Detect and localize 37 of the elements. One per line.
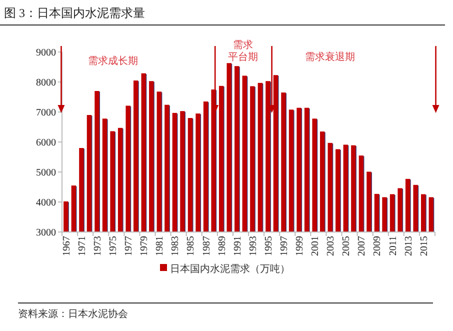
x-tick-label: 1981 <box>154 236 166 256</box>
x-tick-label: 1983 <box>170 236 182 256</box>
y-tick-label: 6000 <box>36 138 56 148</box>
chart-title: 图 3：日本国内水泥需求量 <box>4 6 145 20</box>
text: 资料来源：日本水泥协会 <box>18 308 128 320</box>
y-tick-label: 3000 <box>36 228 56 238</box>
x-tick-label: 2015 <box>418 236 430 256</box>
y-tick-label: 5000 <box>36 168 56 178</box>
y-tick-label: 8000 <box>36 78 56 88</box>
x-tick-label: 1967 <box>61 236 72 256</box>
annotation: 需求衰退期 <box>305 51 355 63</box>
x-tick-label: 1985 <box>186 236 197 256</box>
x-tick-label: 1977 <box>124 236 135 256</box>
x-tick-label: 2009 <box>372 236 384 256</box>
y-tick-label: 9000 <box>36 48 56 58</box>
x-tick-label: 2007 <box>356 236 368 256</box>
x-tick-label: 2001 <box>310 236 322 256</box>
x-tick-label: 2003 <box>326 236 337 256</box>
annotation: 需求平台期 <box>228 39 258 63</box>
y-tick-label: 4000 <box>36 198 56 208</box>
y-tick-label: 7000 <box>36 108 56 118</box>
x-tick-label: 1993 <box>248 236 259 256</box>
x-tick-label: 2005 <box>341 236 352 256</box>
x-tick-label: 1989 <box>216 236 228 256</box>
legend: 日本国内水泥需求（万吨） <box>160 264 290 275</box>
x-tick-label: 1975 <box>108 236 120 256</box>
x-tick-label: 1987 <box>201 236 212 256</box>
annotation: 需求成长期 <box>88 55 138 67</box>
x-tick-label: 2011 <box>388 236 399 256</box>
x-tick-label: 1995 <box>263 236 274 256</box>
x-tick-label: 1991 <box>232 236 244 256</box>
x-tick-label: 1973 <box>92 236 104 256</box>
x-tick-label: 1997 <box>278 236 290 256</box>
x-tick-label: 1999 <box>294 236 306 256</box>
x-tick-label: 1971 <box>76 236 88 256</box>
x-tick-label: 2013 <box>403 236 414 256</box>
x-tick-label: 1979 <box>139 236 150 256</box>
